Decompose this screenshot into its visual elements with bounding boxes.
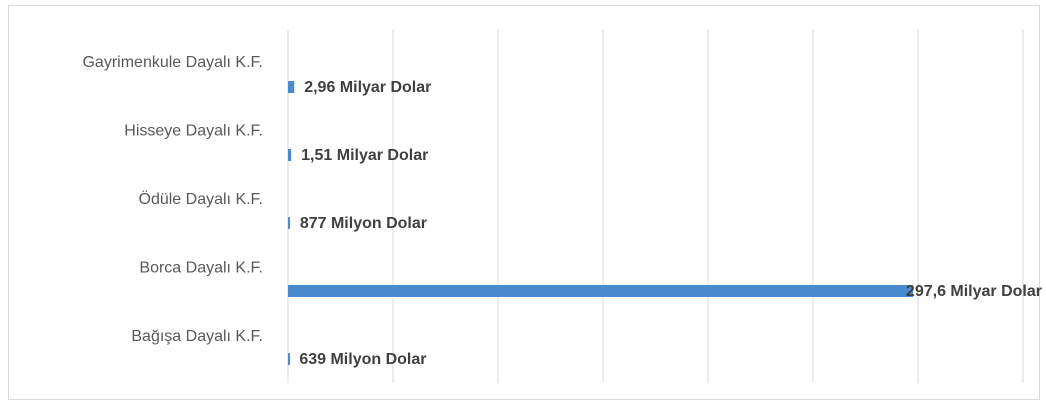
category-label: Hisseye Dayalı K.F.: [124, 123, 263, 140]
bar: [288, 353, 290, 365]
category-label: Ödüle Dayalı K.F.: [139, 190, 264, 208]
value-label: 877 Milyon Dolar: [300, 215, 427, 232]
bar: [288, 285, 913, 297]
bar: [288, 217, 290, 229]
category-label: Bağışa Dayalı K.F.: [131, 328, 263, 345]
category-label: Gayrimenkule Dayalı K.F.: [82, 54, 263, 71]
value-label: 639 Milyon Dolar: [299, 351, 426, 368]
category-label: Borca Dayalı K.F.: [139, 260, 263, 277]
bar: [288, 149, 292, 161]
value-label: 297,6 Milyar Dolar: [906, 283, 1042, 300]
value-label: 2,96 Milyar Dolar: [304, 79, 431, 96]
chart-border: [8, 5, 1040, 400]
bar: [288, 81, 295, 93]
value-label: 1,51 Milyar Dolar: [301, 147, 428, 164]
